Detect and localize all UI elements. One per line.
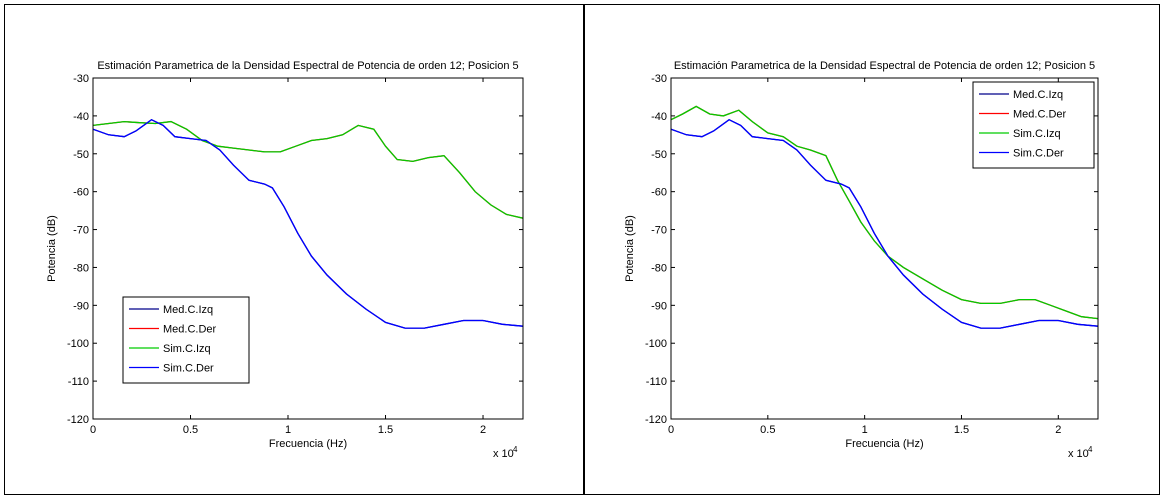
y-tick-label: -90 [73, 300, 89, 312]
y-tick-label: -40 [73, 111, 89, 123]
chart-right: Estimación Parametrica de la Densidad Es… [624, 60, 1099, 460]
chart-title: Estimación Parametrica de la Densidad Es… [97, 60, 518, 72]
legend-label: Med.C.Der [163, 324, 217, 336]
y-tick-label: -100 [645, 338, 667, 350]
y-tick-label: -30 [73, 73, 89, 85]
x-tick-label: 1 [862, 424, 868, 436]
legend-label: Sim.C.Izq [1013, 128, 1061, 140]
legend-label: Med.C.Izq [1013, 89, 1063, 101]
x-multiplier-exponent: 4 [513, 445, 518, 454]
legend-box [972, 81, 1095, 169]
y-tick-label: -110 [68, 376, 89, 388]
y-tick-label: -60 [651, 187, 667, 199]
y-tick-label: -40 [651, 111, 667, 123]
x-axis-label: Frecuencia (Hz) [845, 438, 923, 450]
series-line-med-c-der [93, 120, 523, 219]
x-tick-label: 0 [90, 424, 96, 436]
figure-panel-right: Estimación Parametrica de la Densidad Es… [584, 4, 1160, 495]
y-tick-label: -100 [67, 338, 89, 350]
x-tick-label: 1 [285, 424, 291, 436]
legend-label: Sim.C.Izq [163, 343, 211, 355]
y-tick-label: -80 [73, 262, 89, 274]
legend-label: Sim.C.Der [1013, 148, 1064, 160]
x-tick-label: 0.5 [183, 424, 198, 436]
x-axis-label: Frecuencia (Hz) [269, 438, 347, 450]
y-tick-label: -50 [651, 149, 667, 161]
y-tick-label: -30 [651, 73, 667, 85]
legend-label: Med.C.Der [1013, 109, 1067, 121]
chart-title: Estimación Parametrica de la Densidad Es… [674, 60, 1095, 72]
x-tick-label: 2 [1055, 424, 1061, 436]
y-tick-label: -120 [67, 414, 89, 426]
series-line-sim-c-der [671, 118, 1098, 329]
y-tick-label: -120 [645, 414, 667, 426]
y-tick-label: -70 [73, 225, 89, 237]
x-tick-label: 0 [668, 424, 674, 436]
plot-area [671, 105, 1098, 329]
x-multiplier-exponent: 4 [1088, 445, 1093, 454]
axes-box [92, 77, 524, 420]
figure-panel-left: Estimación Parametrica de la Densidad Es… [4, 4, 584, 495]
series-line-sim-c-izq [93, 120, 523, 219]
series-line-sim-c-der [93, 118, 523, 329]
y-axis-label: Potencia (dB) [624, 215, 636, 282]
plot-area [93, 118, 523, 329]
y-tick-label: -90 [651, 300, 667, 312]
y-tick-label: -50 [73, 149, 89, 161]
legend-label: Sim.C.Der [163, 363, 214, 375]
x-multiplier-label: x 10 [493, 448, 514, 460]
x-tick-label: 0.5 [760, 424, 775, 436]
y-axis-label: Potencia (dB) [46, 215, 58, 282]
x-tick-label: 2 [480, 424, 486, 436]
x-multiplier-label: x 10 [1068, 448, 1089, 460]
y-tick-label: -60 [73, 187, 89, 199]
axes-box [670, 77, 1099, 420]
chart-left: Estimación Parametrica de la Densidad Es… [46, 60, 524, 460]
x-tick-label: 1.5 [378, 424, 393, 436]
y-tick-label: -80 [651, 262, 667, 274]
y-tick-label: -70 [651, 225, 667, 237]
legend-label: Med.C.Izq [163, 304, 213, 316]
x-tick-label: 1.5 [954, 424, 969, 436]
series-line-sim-c-izq [671, 105, 1098, 320]
legend-box [122, 296, 250, 384]
y-tick-label: -110 [646, 376, 667, 388]
